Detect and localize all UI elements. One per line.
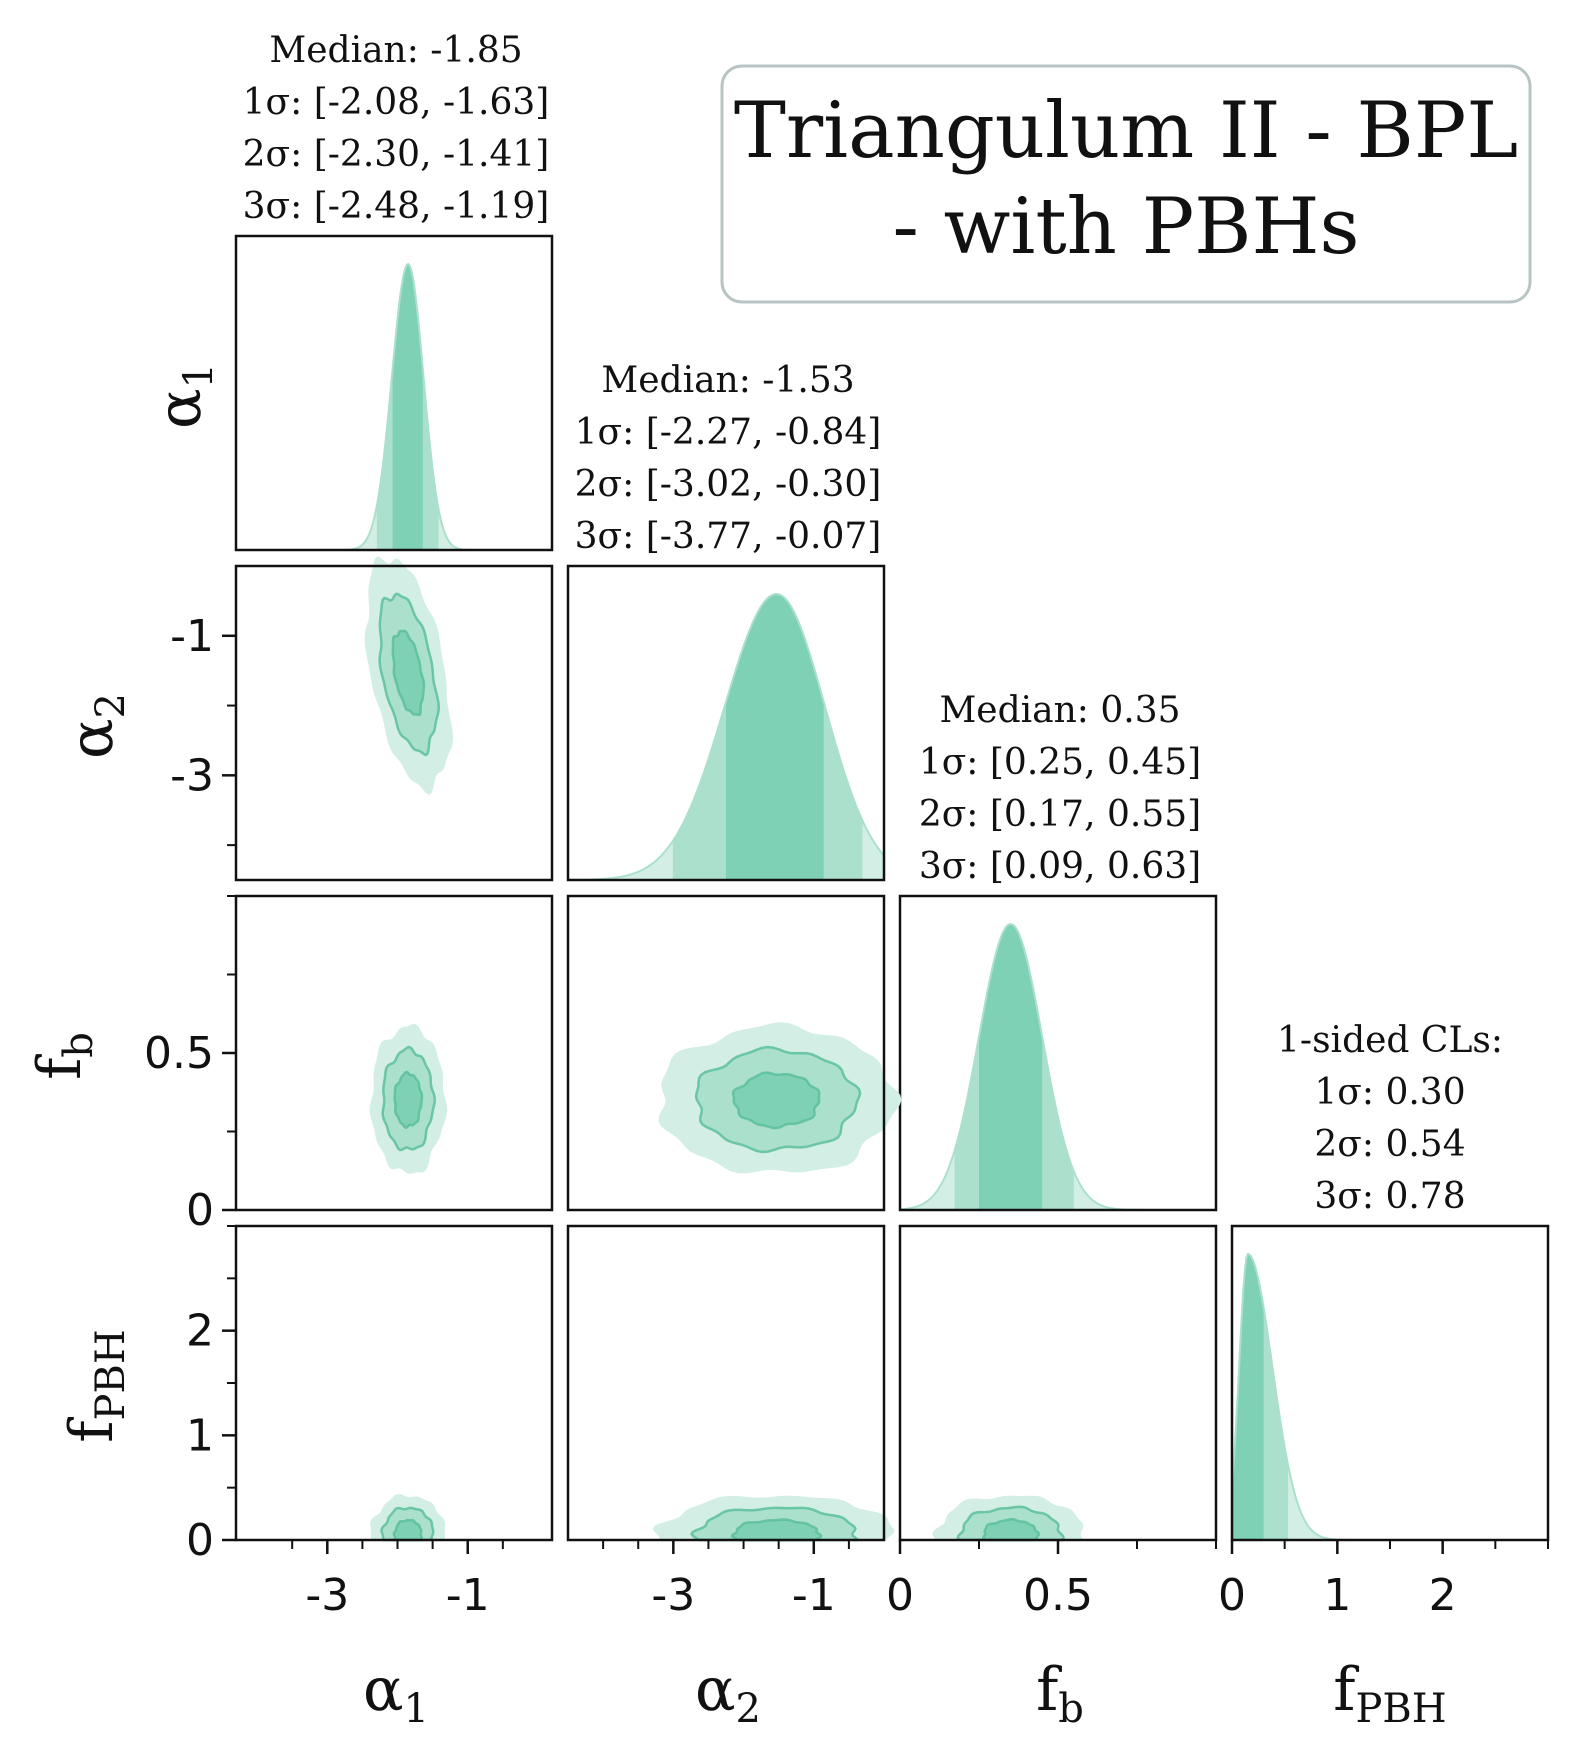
marginal-fpbh-1sigma bbox=[1232, 1254, 1264, 1540]
ytick-label-alpha2-1: -3 bbox=[170, 750, 214, 801]
contour-alpha2-fb-1sigma bbox=[731, 1071, 821, 1130]
marginal-alpha1 bbox=[234, 234, 554, 552]
xtick-label-alpha1-0: -3 bbox=[305, 1570, 349, 1621]
xlabel-fpbh: fPBH bbox=[1333, 1655, 1446, 1732]
frame-alpha2-fb bbox=[566, 894, 886, 1212]
ylabel-alpha2: α2 bbox=[57, 693, 134, 759]
stat-alpha1-median: Median: -1.85 bbox=[269, 30, 522, 71]
xlabel-alpha2: α2 bbox=[695, 1655, 761, 1732]
ytick-label-alpha2-0: -1 bbox=[170, 611, 214, 662]
xtick-label-alpha2-0: -3 bbox=[651, 1570, 695, 1621]
marginal-fpbh bbox=[1230, 1224, 1550, 1542]
marginal-fb-1sigma bbox=[979, 924, 1043, 1210]
stat-alpha1-2sigma: 2σ: [-2.30, -1.41] bbox=[243, 134, 550, 175]
stat-fb-3sigma: 3σ: [0.09, 0.63] bbox=[919, 846, 1201, 887]
contour-alpha2-fpbh bbox=[566, 1224, 895, 1542]
xtick-label-fpbh-2: 2 bbox=[1429, 1570, 1457, 1621]
stats-fpbh: 1-sided CLs: 1σ: 0.30 2σ: 0.54 3σ: 0.78 bbox=[1277, 1020, 1503, 1217]
stat-alpha1-3sigma: 3σ: [-2.48, -1.19] bbox=[243, 186, 550, 227]
ytick-label-fb-1: 0 bbox=[186, 1185, 214, 1236]
contour-alpha1-fb bbox=[234, 894, 554, 1212]
marginal-alpha2 bbox=[566, 564, 886, 882]
frame-alpha2-fpbh bbox=[566, 1224, 886, 1542]
xlabel-fb: fb bbox=[1036, 1655, 1084, 1732]
stats-alpha2: Median: -1.53 1σ: [-2.27, -0.84] 2σ: [-3… bbox=[575, 360, 882, 557]
xtick-label-fb-0: 0 bbox=[886, 1570, 914, 1621]
ylabel-alpha1: α1 bbox=[145, 363, 222, 429]
stat-fpbh-1sigma: 1σ: 0.30 bbox=[1314, 1072, 1465, 1113]
ytick-label-fpbh-1: 1 bbox=[186, 1410, 214, 1461]
marginal-alpha1-frame bbox=[234, 234, 554, 552]
contour-alpha1-alpha2 bbox=[234, 556, 554, 882]
title-line-2: - with PBHs bbox=[892, 182, 1359, 272]
stat-alpha1-1sigma: 1σ: [-2.08, -1.63] bbox=[243, 82, 550, 123]
contour-alpha2-fb bbox=[566, 894, 902, 1212]
marginal-alpha2-1sigma bbox=[726, 594, 824, 880]
xtick-label-fpbh-1: 1 bbox=[1323, 1570, 1351, 1621]
marginal-alpha1-1sigma bbox=[392, 264, 423, 550]
stat-alpha2-3sigma: 3σ: [-3.77, -0.07] bbox=[575, 516, 882, 557]
xlabel-alpha1: α1 bbox=[363, 1655, 429, 1732]
stats-alpha1: Median: -1.85 1σ: [-2.08, -1.63] 2σ: [-2… bbox=[243, 30, 550, 227]
title-box: Triangulum II - BPL - with PBHs bbox=[720, 64, 1532, 304]
ytick-label-fpbh-0: 2 bbox=[186, 1306, 214, 1357]
ylabel-fb: fb bbox=[25, 1032, 102, 1080]
frame-alpha1-alpha2 bbox=[234, 564, 554, 882]
contour-alpha1-fb-1sigma bbox=[393, 1070, 424, 1130]
stat-fb-1sigma: 1σ: [0.25, 0.45] bbox=[919, 742, 1201, 783]
stats-fb: Median: 0.35 1σ: [0.25, 0.45] 2σ: [0.17,… bbox=[919, 690, 1201, 887]
xtick-label-alpha1-1: -1 bbox=[446, 1570, 490, 1621]
x-axes: -3 -1 -3 -1 0 0.5 0 1 2 bbox=[291, 1540, 1549, 1621]
xtick-label-fb-1: 0.5 bbox=[1023, 1570, 1093, 1621]
stat-fpbh-header: 1-sided CLs: bbox=[1277, 1020, 1503, 1061]
ytick-label-fpbh-2: 0 bbox=[186, 1515, 214, 1566]
stat-fpbh-3sigma: 3σ: 0.78 bbox=[1314, 1176, 1465, 1217]
panels: -3 -1 -3 -1 0 0.5 0 1 2 -1 -3 0.5 0 2 1 0 bbox=[144, 234, 1550, 1621]
marginal-fb bbox=[898, 894, 1218, 1212]
stat-alpha2-median: Median: -1.53 bbox=[601, 360, 854, 401]
marginal-alpha2-outline bbox=[567, 593, 885, 881]
stat-alpha2-1sigma: 1σ: [-2.27, -0.84] bbox=[575, 412, 882, 453]
y-axes: -1 -3 0.5 0 2 1 0 bbox=[144, 611, 236, 1566]
xtick-label-fpbh-0: 0 bbox=[1218, 1570, 1246, 1621]
stat-fb-2sigma: 2σ: [0.17, 0.55] bbox=[919, 794, 1201, 835]
marginal-fb-frame bbox=[898, 894, 1218, 1212]
xtick-label-alpha2-1: -1 bbox=[792, 1570, 836, 1621]
ylabel-fpbh: fPBH bbox=[57, 1329, 134, 1442]
contour-alpha1-alpha2-1sigma bbox=[391, 629, 426, 717]
stat-fpbh-2sigma: 2σ: 0.54 bbox=[1314, 1124, 1465, 1165]
ytick-label-fb-0: 0.5 bbox=[144, 1028, 214, 1079]
contour-alpha1-fpbh-1sigma bbox=[392, 1518, 423, 1542]
title-line-1: Triangulum II - BPL bbox=[734, 86, 1518, 176]
marginal-alpha2-frame bbox=[566, 564, 886, 882]
stat-alpha2-2sigma: 2σ: [-3.02, -0.30] bbox=[575, 464, 882, 505]
stat-fb-median: Median: 0.35 bbox=[939, 690, 1180, 731]
